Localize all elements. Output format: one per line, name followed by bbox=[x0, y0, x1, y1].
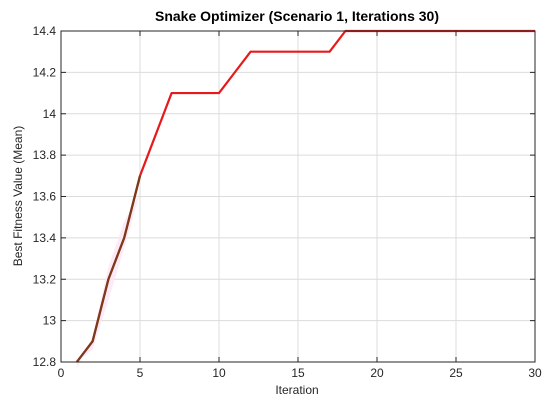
x-tick-label: 10 bbox=[212, 366, 226, 380]
x-tick-label: 15 bbox=[291, 366, 305, 380]
y-tick-label: 13.4 bbox=[33, 231, 57, 245]
series-line-early-segment bbox=[75, 175, 142, 363]
y-axis-label: Best Fitness Value (Mean) bbox=[11, 126, 25, 267]
x-tick-label: 0 bbox=[58, 366, 65, 380]
x-tick-label: 20 bbox=[370, 366, 384, 380]
x-axis-ticks: 0 5 10 15 20 25 30 bbox=[58, 31, 542, 380]
x-axis-label: Iteration bbox=[275, 383, 318, 397]
y-tick-label: 13 bbox=[43, 314, 57, 328]
y-tick-label: 12.8 bbox=[33, 355, 57, 369]
chart-title: Snake Optimizer (Scenario 1, Iterations … bbox=[155, 8, 439, 24]
y-tick-label: 13.6 bbox=[33, 190, 57, 204]
x-tick-label: 30 bbox=[528, 366, 542, 380]
y-tick-label: 14 bbox=[43, 107, 57, 121]
y-tick-label: 13.2 bbox=[33, 272, 57, 286]
y-tick-label: 14.2 bbox=[33, 65, 57, 79]
x-tick-label: 5 bbox=[137, 366, 144, 380]
y-tick-label: 13.8 bbox=[33, 148, 57, 162]
y-tick-label: 14.4 bbox=[33, 24, 57, 38]
x-tick-label: 25 bbox=[449, 366, 463, 380]
grid bbox=[60, 30, 536, 363]
y-axis-ticks: 12.8 13 13.2 13.4 13.6 13.8 14 14.2 14.4 bbox=[33, 24, 535, 369]
